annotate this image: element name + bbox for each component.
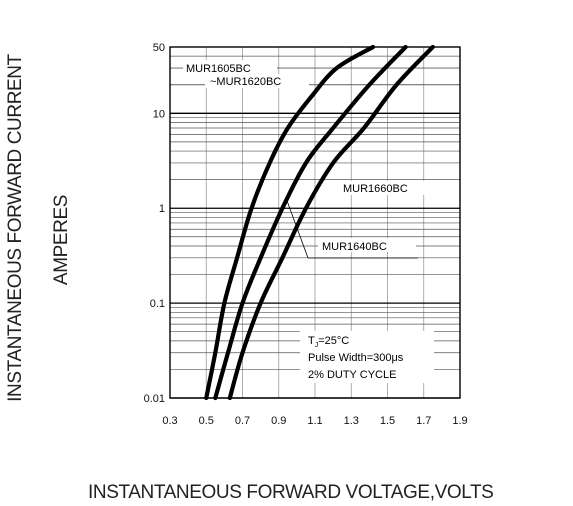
x-tick-label: 1.7	[416, 415, 431, 427]
leader-mur1640bc	[285, 197, 309, 259]
x-axis-title: INSTANTANEOUS FORWARD VOLTAGE,VOLTS	[88, 482, 493, 503]
label-leaders	[285, 197, 418, 259]
x-tick-label: 0.5	[199, 415, 214, 427]
plot-frame	[169, 46, 461, 399]
series-label-mur1620bc: ~MUR1620BC	[210, 76, 281, 88]
x-tick-label: 1.9	[452, 415, 467, 427]
y-tick-label: 0.1	[150, 298, 165, 310]
y-axis-title-line1: INSTANTANEOUS FORWARD CURRENT	[5, 53, 26, 401]
test-conditions: TJ=25°C Pulse Width=300μs 2% DUTY CYCLE	[300, 331, 434, 383]
condition-pulse-width: Pulse Width=300μs	[308, 352, 404, 364]
series-labels: MUR1605BC ~MUR1620BC MUR1660BC MUR1640BC	[183, 60, 438, 253]
y-tick-label: 50	[153, 42, 165, 54]
x-tick-label: 1.3	[344, 415, 359, 427]
x-tick-label: 1.5	[380, 415, 395, 427]
series-line-0	[204, 44, 376, 401]
condition-duty-cycle: 2% DUTY CYCLE	[308, 369, 396, 381]
y-tick-label: 1	[159, 203, 165, 215]
series-label-mur1605bc: MUR1605BC	[186, 63, 251, 75]
conditions-bg	[300, 331, 434, 383]
x-tick-label: 0.9	[271, 415, 286, 427]
x-tick-label: 0.3	[162, 415, 177, 427]
x-tick-label: 0.7	[235, 415, 250, 427]
label-bg-mur1640	[318, 238, 416, 252]
label-bg-mur1660	[340, 181, 438, 195]
label-bg-mur1605	[183, 60, 277, 74]
series-label-mur1660bc: MUR1660BC	[343, 183, 408, 195]
y-tick-labels: 0.01 0.1 1 10 50	[144, 42, 165, 405]
series-label-mur1640bc: MUR1640BC	[322, 241, 387, 253]
x-tick-label: 1.1	[307, 415, 322, 427]
x-tick-labels: 0.3 0.5 0.7 0.9 1.1 1.3 1.5 1.7 1.9	[162, 415, 467, 427]
series-line-1	[213, 44, 408, 401]
curves	[204, 44, 435, 401]
y-tick-label: 0.01	[144, 393, 165, 405]
series-line-2	[227, 44, 435, 401]
y-axis-title-line2: AMPERES	[51, 195, 72, 285]
condition-tj: TJ=25°C	[308, 335, 349, 349]
y-tick-label: 10	[153, 108, 165, 120]
label-bg-mur1620	[205, 74, 309, 88]
